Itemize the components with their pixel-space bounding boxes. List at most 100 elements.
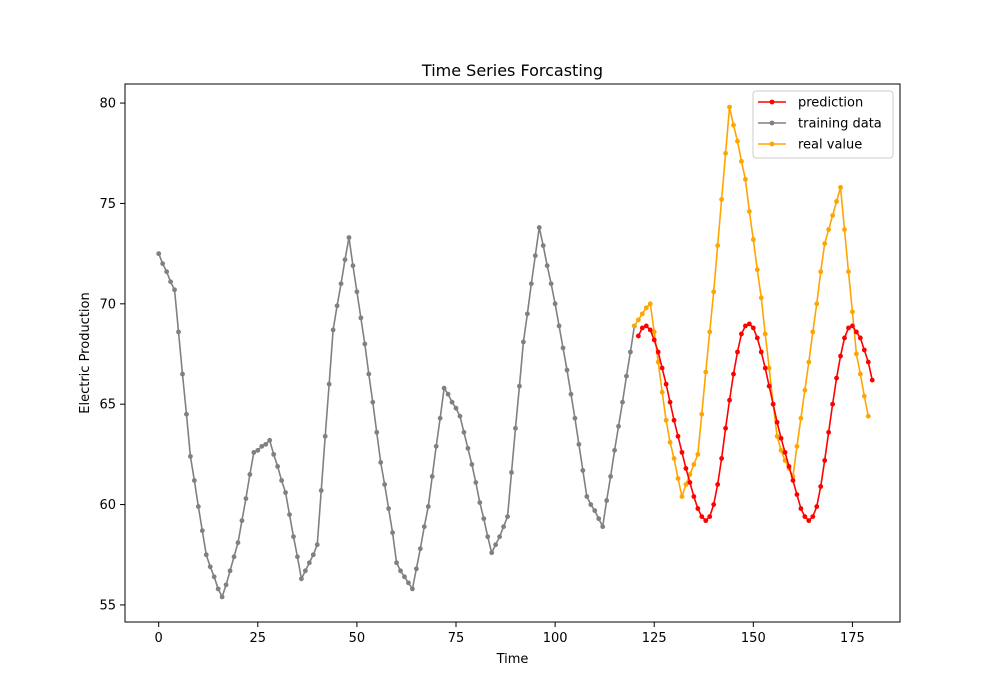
data-point — [806, 359, 812, 365]
data-point — [517, 383, 522, 389]
data-point — [711, 289, 717, 295]
data-point — [810, 329, 816, 335]
data-point — [679, 449, 685, 455]
data-point — [156, 251, 162, 257]
data-point — [259, 443, 265, 449]
data-point — [521, 339, 526, 345]
data-point — [739, 331, 744, 337]
data-point — [727, 104, 732, 110]
data-point — [350, 263, 356, 269]
x-axis: 0 25 50 75 100 125 150 175 — [155, 622, 865, 646]
data-point — [758, 349, 764, 355]
y-tick-label: 65 — [99, 398, 116, 413]
legend-label: prediction — [798, 96, 863, 111]
data-point — [671, 417, 677, 423]
data-point — [215, 586, 221, 592]
data-point — [750, 325, 756, 331]
data-point — [739, 158, 744, 164]
data-point — [421, 524, 427, 530]
data-point — [715, 243, 721, 249]
data-point — [588, 502, 594, 507]
data-point — [172, 287, 177, 293]
data-point — [794, 492, 800, 497]
data-point — [853, 351, 859, 357]
data-point — [659, 389, 665, 395]
data-point — [410, 586, 415, 592]
data-point — [869, 377, 875, 383]
legend-marker — [769, 141, 775, 147]
data-point — [429, 474, 435, 479]
data-point — [628, 349, 633, 355]
legend-marker — [769, 120, 775, 126]
data-point — [830, 401, 836, 407]
data-point — [857, 371, 863, 377]
data-point — [861, 347, 867, 353]
y-tick-label: 70 — [99, 297, 116, 312]
data-point — [687, 480, 693, 485]
data-point — [366, 371, 372, 377]
data-point — [651, 329, 657, 335]
data-point — [251, 449, 257, 455]
data-point — [548, 281, 554, 287]
data-point — [406, 580, 411, 586]
data-point — [814, 504, 820, 509]
data-point — [461, 429, 467, 435]
data-point — [378, 460, 384, 465]
data-point — [707, 329, 713, 335]
data-point — [608, 474, 614, 479]
data-point — [655, 359, 661, 365]
data-point — [719, 455, 725, 461]
data-point — [306, 560, 312, 566]
data-point — [243, 496, 249, 501]
data-point — [433, 443, 439, 449]
data-point — [334, 303, 340, 309]
data-point — [675, 433, 681, 439]
data-point — [754, 267, 760, 273]
y-tick-label: 55 — [99, 598, 116, 613]
data-point — [199, 528, 205, 534]
data-point — [509, 470, 514, 475]
series-line — [637, 323, 874, 522]
data-point — [481, 516, 487, 522]
data-point — [818, 269, 824, 275]
data-point — [310, 552, 316, 558]
data-point — [572, 415, 578, 421]
data-point — [207, 564, 213, 570]
data-point — [342, 257, 348, 263]
legend-label: real value — [798, 138, 862, 153]
x-tick-label: 175 — [840, 631, 865, 646]
data-point — [774, 419, 780, 425]
data-point — [283, 490, 288, 495]
legend: prediction training data real value — [752, 90, 894, 159]
data-point — [413, 566, 419, 572]
data-point — [853, 329, 859, 335]
data-point — [620, 399, 625, 405]
data-point — [219, 594, 225, 600]
data-point — [180, 371, 185, 377]
data-point — [425, 504, 431, 509]
data-point — [746, 209, 752, 214]
data-point — [834, 375, 839, 381]
data-point — [838, 184, 843, 190]
data-point — [794, 443, 800, 449]
data-point — [731, 122, 736, 128]
data-point — [473, 480, 479, 485]
data-point — [826, 227, 832, 232]
data-point — [453, 405, 459, 411]
data-point — [822, 241, 828, 246]
data-point — [346, 235, 352, 240]
data-point — [735, 138, 740, 144]
data-point — [465, 445, 471, 451]
data-point — [667, 399, 673, 405]
x-tick-label: 75 — [448, 631, 465, 646]
data-point — [580, 468, 586, 473]
data-point — [449, 399, 455, 405]
data-point — [802, 514, 808, 520]
data-point — [675, 476, 681, 481]
data-point — [846, 325, 851, 331]
data-point — [536, 225, 542, 230]
data-point — [469, 462, 475, 467]
data-point — [437, 415, 443, 421]
data-point — [735, 349, 740, 355]
data-point — [655, 349, 661, 355]
